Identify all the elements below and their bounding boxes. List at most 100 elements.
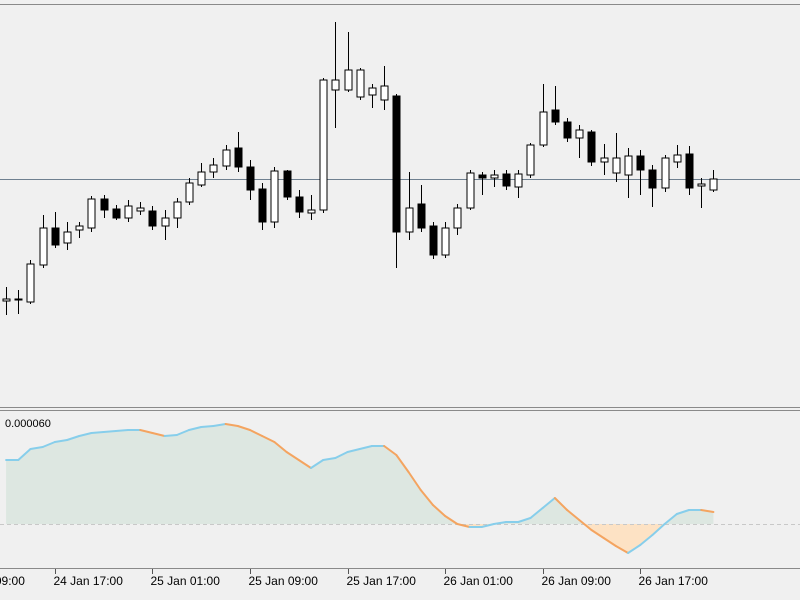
candle-body: [575, 129, 584, 139]
indicator-segment: [102, 430, 117, 433]
indicator-segment: [651, 523, 666, 536]
candle-body: [161, 217, 170, 227]
candle-body: [319, 79, 328, 211]
candle-body: [246, 166, 255, 191]
candle-body: [368, 87, 377, 96]
candle-body: [551, 109, 560, 123]
indicator-segment: [53, 439, 69, 443]
indicator-segment: [114, 429, 130, 432]
candle-body: [234, 147, 243, 168]
indicator-segment: [541, 497, 556, 509]
indicator-segment: [675, 509, 691, 515]
candle-body: [258, 188, 267, 223]
candle-body: [587, 131, 596, 163]
candle-body: [148, 210, 157, 227]
x-tick-label: 26 Jan 01:00: [444, 574, 514, 588]
indicator-segment: [249, 429, 264, 437]
indicator-segment: [151, 432, 166, 437]
candle-body: [697, 183, 706, 187]
area-negative: [6, 524, 714, 553]
candle-body: [51, 227, 60, 246]
indicator-segment: [480, 523, 495, 528]
candle-body: [295, 196, 304, 213]
candle-body: [26, 263, 35, 303]
indicator-segment: [431, 504, 447, 517]
x-tick-label: 25 Jan 01:00: [151, 574, 221, 588]
x-tick-label: 26 Jan 09:00: [542, 574, 612, 588]
candle-body: [307, 209, 316, 214]
candle-body: [502, 173, 511, 187]
candle-body: [185, 182, 194, 203]
candle-body: [331, 79, 340, 91]
candle-body: [417, 203, 426, 229]
candle-body: [173, 201, 182, 219]
indicator-segment: [566, 509, 581, 521]
x-tick-label: 25 Jan 09:00: [249, 574, 319, 588]
candle-body: [270, 170, 279, 223]
indicator-segment: [663, 513, 678, 525]
candle-body: [624, 155, 633, 176]
candle-body: [380, 85, 389, 101]
candle-body: [709, 178, 718, 191]
area-positive: [6, 424, 714, 524]
candle-body: [600, 157, 609, 163]
indicator-segment: [614, 545, 630, 554]
candle-body: [100, 198, 109, 211]
indicator-segment: [273, 441, 288, 453]
candle-body: [563, 121, 572, 139]
candle-body: [453, 207, 462, 229]
indicator-segment: [444, 515, 459, 525]
indicator-segment: [66, 435, 81, 441]
candle-body: [124, 205, 133, 219]
candle-body: [478, 174, 487, 179]
indicator-segment: [297, 459, 312, 469]
indicator-segment: [90, 431, 105, 434]
indicator-segment: [29, 446, 44, 450]
indicator-segment: [627, 544, 642, 554]
indicator-segment: [529, 507, 544, 519]
indicator-segment: [517, 517, 532, 523]
indicator-segment: [334, 451, 349, 459]
candle-body: [197, 171, 206, 186]
candle-body: [661, 157, 670, 189]
x-tick-label: 25 Jan 17:00: [347, 574, 417, 588]
candle-body: [490, 174, 499, 179]
indicator-segment: [700, 509, 715, 513]
candle-body: [612, 157, 621, 174]
indicator-segment: [322, 457, 337, 461]
candle-body: [87, 198, 96, 229]
candle-body: [636, 155, 645, 171]
indicator-segment: [590, 529, 605, 539]
candle-body: [222, 149, 231, 167]
indicator-segment: [492, 521, 508, 525]
indicator-segment: [139, 429, 154, 434]
indicator-segment: [309, 459, 325, 469]
indicator-segment: [200, 425, 215, 428]
candle-body: [2, 298, 11, 302]
candle-body: [514, 173, 523, 188]
indicator-segment: [602, 537, 617, 547]
candle-body: [136, 207, 145, 212]
candle-body: [405, 207, 414, 233]
candle-body: [14, 298, 23, 301]
indicator-segment: [456, 523, 471, 528]
x-tick-label: 24 Jan 09:00: [0, 574, 25, 588]
candle-body: [112, 208, 121, 219]
indicator-segment: [407, 471, 422, 491]
indicator-segment: [639, 534, 654, 546]
indicator-segment: [261, 435, 276, 443]
indicator-segment: [175, 429, 191, 436]
indicator-segment: [236, 425, 251, 431]
indicator-segment: [41, 441, 56, 448]
candle-body: [209, 164, 218, 173]
candle-body: [685, 153, 694, 189]
candle-body: [673, 154, 682, 163]
indicator-segment: [419, 489, 434, 506]
candle-body: [539, 111, 548, 146]
indicator-segment: [395, 454, 410, 473]
indicator-segment: [285, 451, 300, 461]
indicator-segment: [17, 448, 32, 461]
indicator-segment: [578, 519, 593, 531]
candle-body: [648, 169, 657, 189]
